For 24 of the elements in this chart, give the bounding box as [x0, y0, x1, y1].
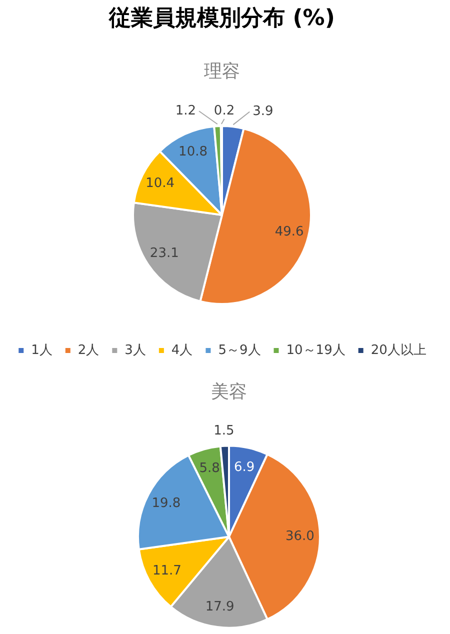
legend-label: 20人以上: [370, 342, 426, 358]
data-label: 0.2: [214, 103, 235, 118]
slice-label: 理容: [204, 60, 240, 82]
data-label: 36.0: [286, 529, 314, 544]
data-label: 17.9: [205, 600, 234, 615]
data-label: 3.9: [252, 104, 274, 120]
data-label: 11.7: [152, 564, 182, 579]
data-label: 1.2: [175, 104, 196, 119]
chart-title: 従業員規模別分布 (%): [108, 6, 335, 31]
legend-label: 2人: [78, 342, 100, 358]
data-label: 5.8: [199, 460, 220, 476]
legend-label: 1人: [31, 342, 52, 358]
data-label: 6.9: [234, 460, 255, 475]
data-label: 10.8: [178, 144, 208, 160]
legend-label: 5～9人: [218, 342, 261, 358]
slice-label: 美容: [211, 381, 247, 402]
data-label: 19.8: [152, 496, 181, 512]
data-label: 10.4: [146, 176, 175, 192]
legend-label: 3人: [124, 342, 146, 358]
data-label: 23.1: [150, 246, 179, 262]
legend-label: 10～19人: [286, 342, 346, 358]
data-label: 1.5: [214, 423, 234, 438]
legend-label: 4人: [171, 342, 193, 358]
data-label: 49.6: [274, 224, 304, 240]
